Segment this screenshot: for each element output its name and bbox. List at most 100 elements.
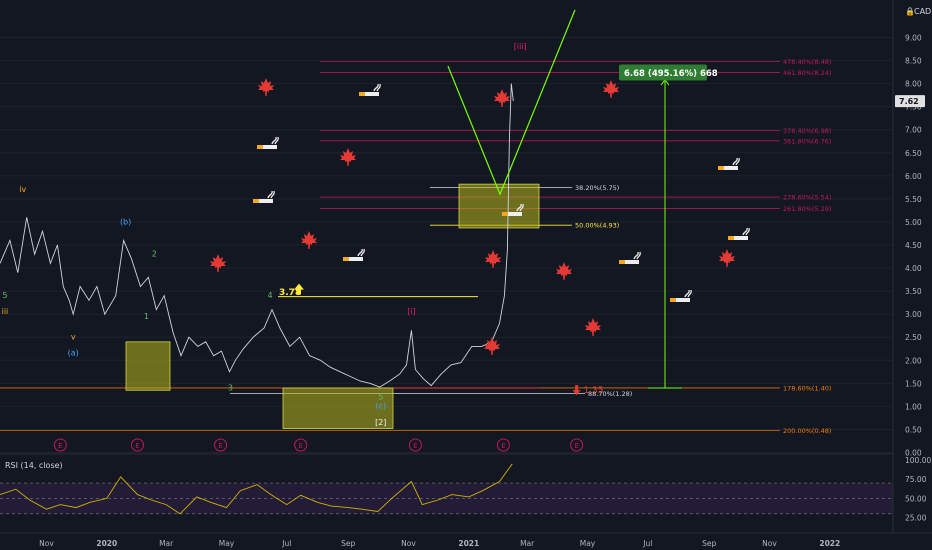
level-378-label: 3.78 <box>279 288 301 298</box>
price-axis: 0.00 0.50 1.00 1.50 2.00 2.50 3.00 3.50 4.00 4.50… <box>895 34 925 458</box>
up-arrow-icon <box>294 283 304 295</box>
rsi-tick-label: 100.00 <box>905 456 931 465</box>
time-axis: Nov 2020 Mar May Jul Sep Nov 2021 Mar May Jul Sep No… <box>39 539 840 548</box>
earnings-icon <box>408 438 422 452</box>
price-gridlines <box>0 37 893 453</box>
zone-box <box>282 387 394 429</box>
earnings-icon-letter: E <box>298 442 302 450</box>
wave-label: iv <box>19 185 26 194</box>
last-price-label: 7.62 <box>899 97 919 106</box>
earnings-icon <box>294 438 308 452</box>
earnings-icon <box>130 438 144 452</box>
rsi-line <box>0 463 513 515</box>
fib-level-label: 376.40%(6.98) <box>783 127 831 135</box>
wave-label: iii <box>2 307 9 316</box>
price-tick-label: 4.50 <box>905 241 922 250</box>
time-tick-label: May <box>580 539 596 548</box>
projection-path <box>447 9 576 196</box>
price-tick-label: 2.00 <box>905 356 922 365</box>
price-tick-label: 8.50 <box>905 57 922 66</box>
price-tick-label: 8.00 <box>905 80 922 89</box>
price-tick-label: 6.50 <box>905 149 922 158</box>
fib-level-label: 278.60%(5.54) <box>783 194 831 202</box>
price-tick-label: 0.50 <box>905 425 922 434</box>
wave-label: 5 <box>2 291 7 300</box>
earnings-icon-letter: E <box>135 442 139 450</box>
time-tick-label: Sep <box>702 539 716 548</box>
fib-level-label: 261.80%(5.29) <box>783 205 831 213</box>
earnings-icon <box>214 438 228 452</box>
rsi-title: RSI (14, close) <box>5 461 63 470</box>
time-tick-label: Nov <box>401 539 416 548</box>
price-tick-label: 3.50 <box>905 287 922 296</box>
price-tick-label: 5.00 <box>905 218 922 227</box>
target-label: 6.68 (495.16%) 668 <box>624 69 718 79</box>
time-tick-label: Mar <box>159 539 174 548</box>
price-tick-label: 1.50 <box>905 379 922 388</box>
price-tick-label: 1.00 <box>905 402 922 411</box>
fib-level-label: 88.70%(1.28) <box>588 390 632 398</box>
down-arrow-icon <box>572 385 581 396</box>
price-series <box>0 83 514 388</box>
price-tick-label: 0.00 <box>905 449 922 458</box>
rsi-pane <box>0 463 893 515</box>
zone-boxes <box>125 183 540 429</box>
earnings-icon-letter: E <box>413 442 417 450</box>
last-price-badge <box>895 95 925 108</box>
time-tick-label: Mar <box>520 539 535 548</box>
wave-label: (b) <box>120 217 131 226</box>
time-tick-label: Jul <box>281 539 291 548</box>
earnings-icon <box>496 438 510 452</box>
time-tick-label: Jul <box>642 539 652 548</box>
fib-level-label: 178.60%(1.40) <box>783 384 831 392</box>
wave-label: (a) <box>68 349 79 358</box>
earnings-icon-letter: E <box>501 442 505 450</box>
price-marker-label: 1.35 <box>584 386 604 396</box>
fib-level-label: 361.80%(6.76) <box>783 137 831 145</box>
earnings-icon <box>570 438 584 452</box>
price-tick-label: 7.00 <box>905 126 922 135</box>
wave-label: 1 <box>144 312 149 321</box>
wave-label: 4 <box>267 291 272 300</box>
price-tick-label: 2.50 <box>905 333 922 342</box>
price-line <box>0 83 514 388</box>
time-tick-label: 2020 <box>96 539 117 548</box>
fibonacci-labels: 478.40%(8.48) 461.80%(8.24) 376.40%(6.98) 3… <box>279 58 831 435</box>
wave-label: [2] <box>375 418 386 427</box>
time-tick-label: 2021 <box>458 539 479 548</box>
projection-lines: 6.68 (495.16%) 668 <box>447 9 718 389</box>
target-badge <box>619 64 707 81</box>
price-tick-label: 4.00 <box>905 264 922 273</box>
fib-level-label: 461.80%(8.24) <box>783 69 831 77</box>
time-tick-label: Nov <box>762 539 777 548</box>
time-tick-label: Sep <box>341 539 355 548</box>
price-tick-label: 6.00 <box>905 172 922 181</box>
earnings-icon-letter: E <box>58 442 62 450</box>
price-tick-label: 9.00 <box>905 34 922 43</box>
price-tick-label: 5.50 <box>905 195 922 204</box>
time-tick-label: Nov <box>39 539 54 548</box>
rsi-tick-label: 75.00 <box>905 475 927 484</box>
wave-label: 5 <box>378 392 383 401</box>
rsi-tick-label: 25.00 <box>905 514 927 523</box>
earnings-icon-letter: E <box>574 442 578 450</box>
price-tick-label: 3.00 <box>905 310 922 319</box>
wave-label: [i] <box>407 307 415 316</box>
zone-box <box>125 341 171 391</box>
wave-label: v <box>71 333 76 342</box>
currency-label: CAD <box>914 7 931 16</box>
currency-badge[interactable]: 🔒 CAD <box>905 7 931 16</box>
earnings-icon-letter: E <box>218 442 222 450</box>
time-tick-label: May <box>219 539 235 548</box>
wave-label: 3 <box>228 383 233 392</box>
rsi-tick-label: 50.00 <box>905 494 927 503</box>
wave-label: [iii] <box>514 42 527 51</box>
earnings-icon <box>53 438 67 452</box>
fib-level-label: 478.40%(8.48) <box>783 58 831 66</box>
time-tick-label: 2022 <box>819 539 840 548</box>
fib-level-label: 200.00%(0.48) <box>783 427 831 435</box>
